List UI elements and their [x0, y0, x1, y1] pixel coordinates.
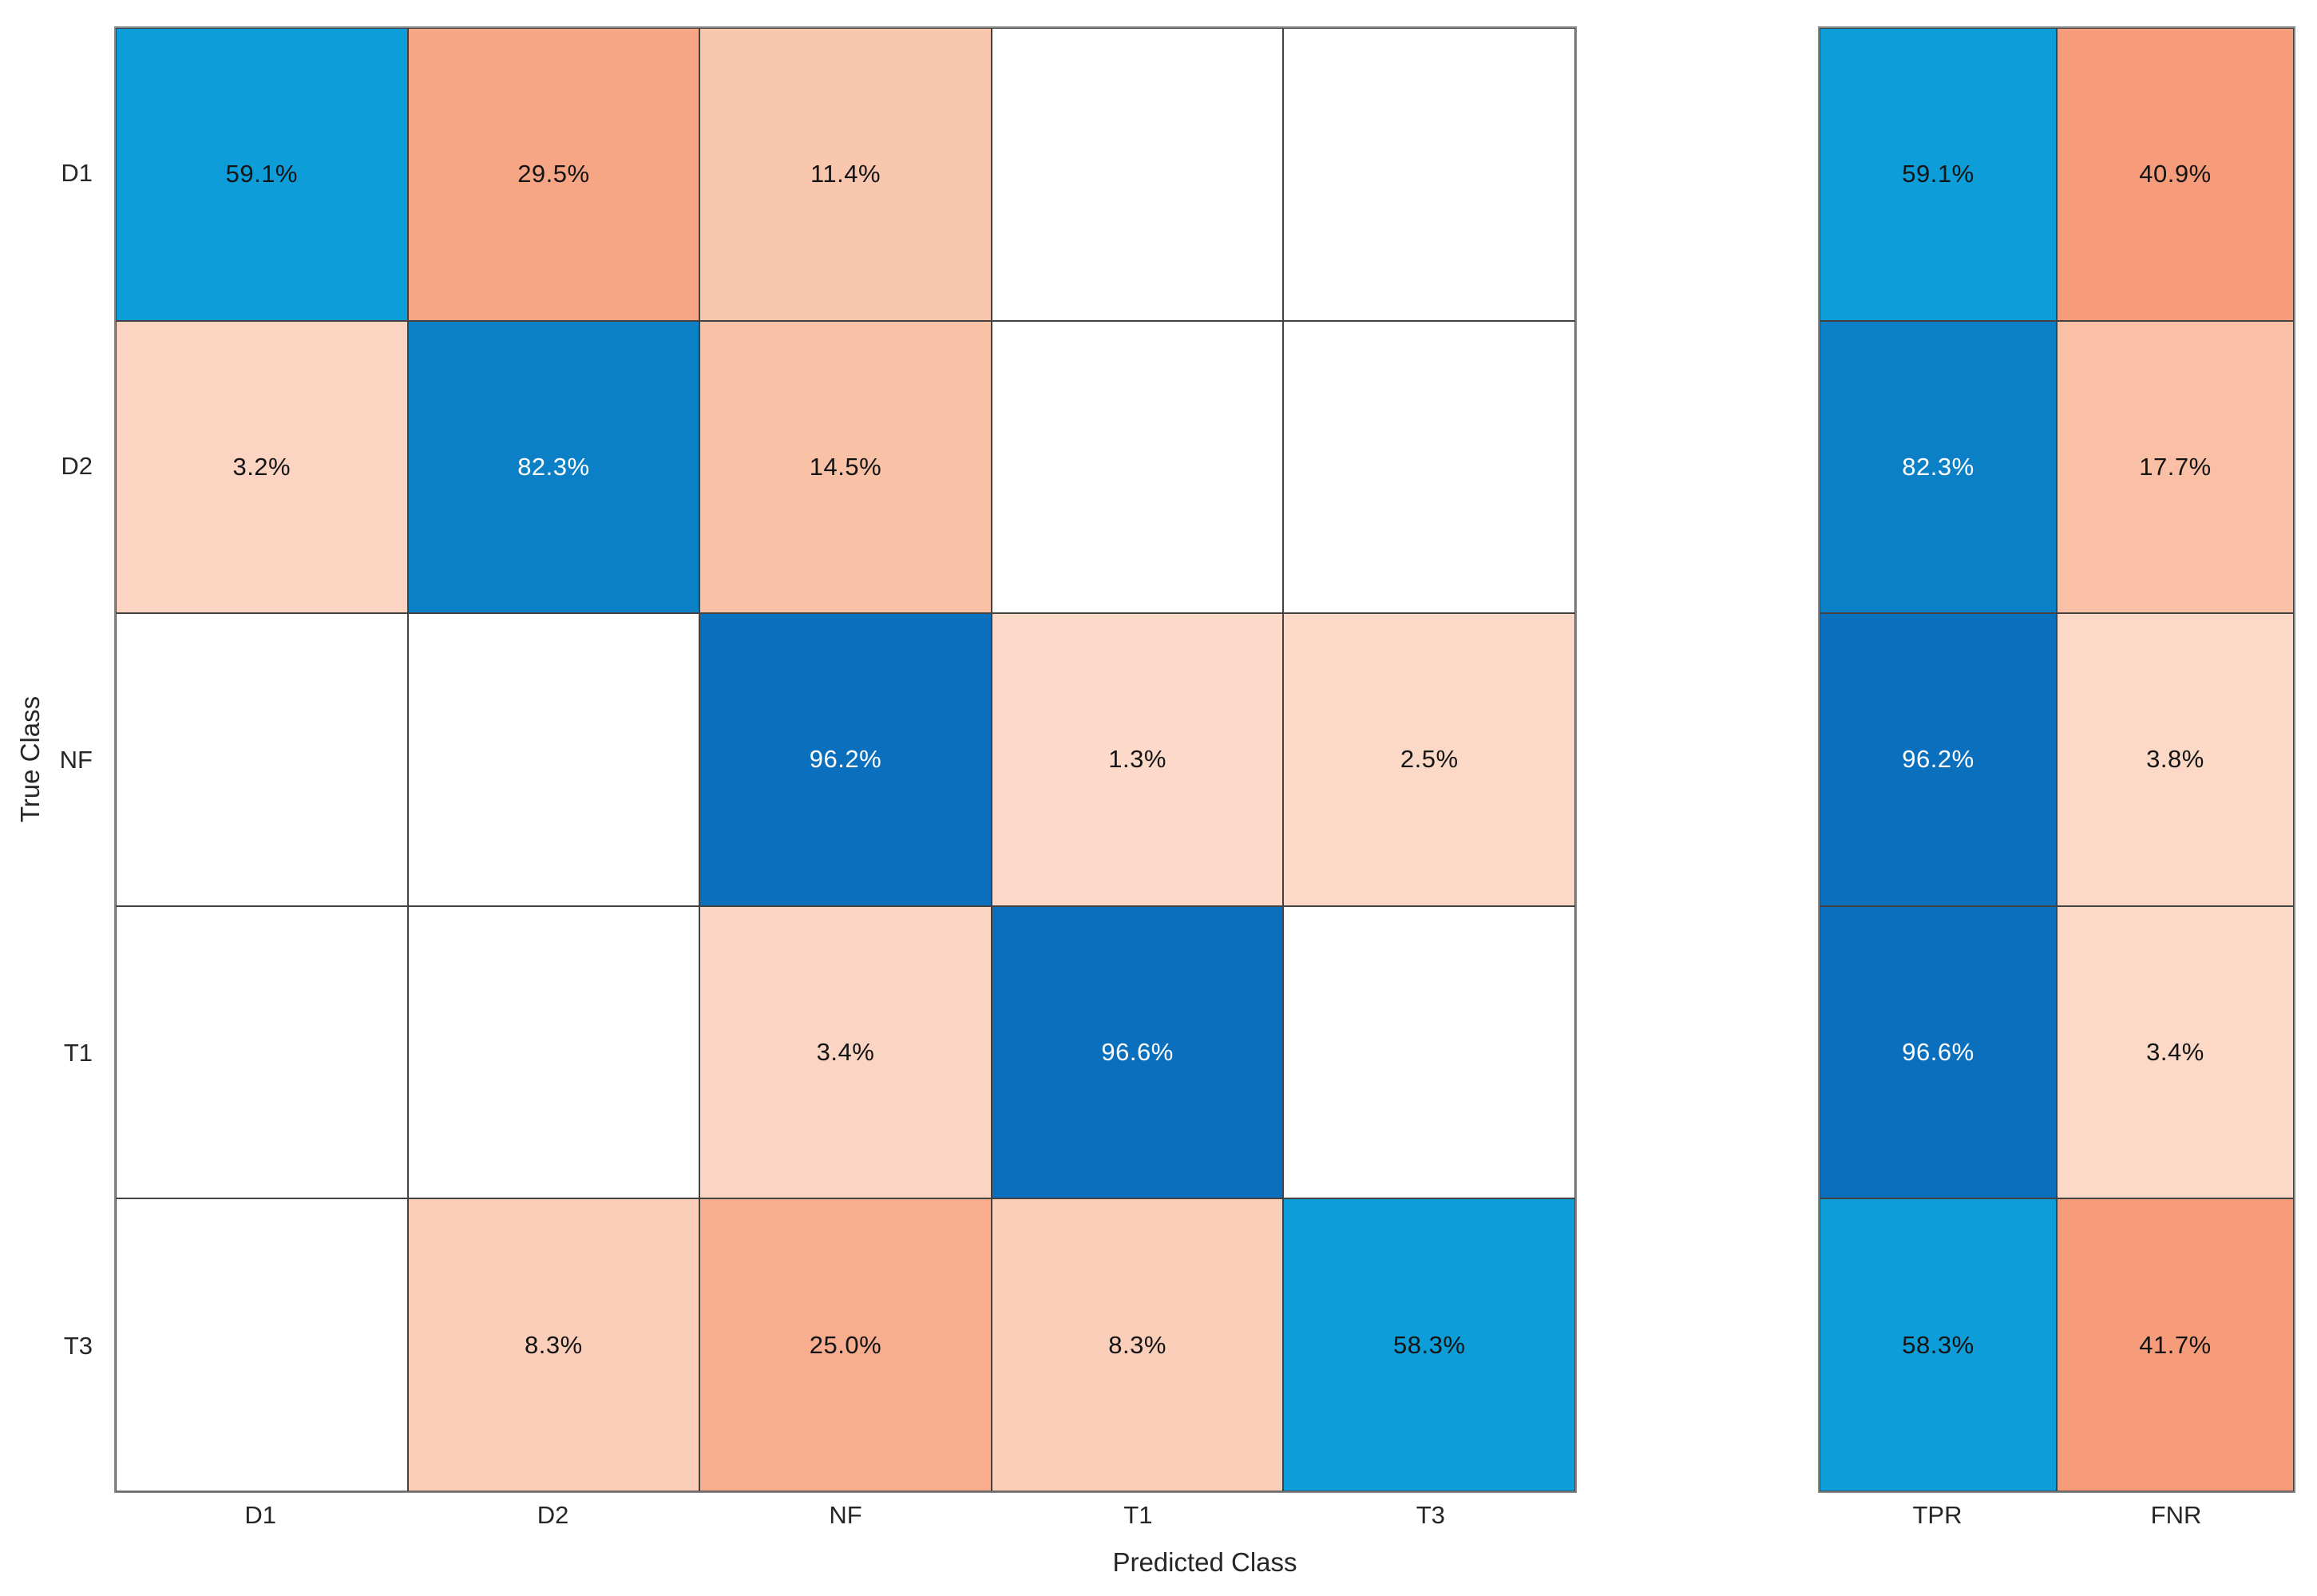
- matrix-cell: 82.3%: [407, 320, 700, 614]
- summary-tick-label: FNR: [2150, 1501, 2202, 1529]
- x-axis-label: Predicted Class: [1112, 1547, 1297, 1577]
- matrix-cell: 59.1%: [116, 28, 408, 321]
- summary-cell: 17.7%: [2057, 320, 2294, 614]
- matrix-cell: 11.4%: [699, 28, 992, 321]
- matrix-cell: 8.3%: [407, 1198, 700, 1491]
- y-tick-label: T1: [63, 1038, 93, 1067]
- summary-cell: 58.3%: [1820, 1198, 2057, 1491]
- matrix-cell: [991, 28, 1284, 321]
- matrix-cell: [1283, 320, 1575, 614]
- summary-cell: 96.6%: [1820, 905, 2057, 1199]
- x-axis-tick-labels: D1 D2 NF T1 T3: [114, 1501, 1577, 1538]
- summary-cell: 41.7%: [2057, 1198, 2294, 1491]
- summary-cell: 82.3%: [1820, 320, 2057, 614]
- matrix-cell: 58.3%: [1283, 1198, 1575, 1491]
- matrix-cell: [116, 1198, 408, 1491]
- summary-cell: 3.4%: [2057, 905, 2294, 1199]
- matrix-cell: 3.2%: [116, 320, 408, 614]
- matrix-cell: [1283, 28, 1575, 321]
- y-tick-label: T3: [63, 1332, 93, 1360]
- matrix-cell: 14.5%: [699, 320, 992, 614]
- summary-cell: 3.8%: [2057, 613, 2294, 906]
- matrix-cell: 1.3%: [991, 613, 1284, 906]
- matrix-cell: 25.0%: [699, 1198, 992, 1491]
- y-tick-label: D2: [61, 452, 93, 481]
- x-tick-label: T3: [1416, 1501, 1445, 1529]
- x-tick-label: T1: [1123, 1501, 1153, 1529]
- x-tick-label: D2: [537, 1501, 569, 1529]
- summary-tick-label: TPR: [1912, 1501, 1963, 1529]
- matrix-cell: 29.5%: [407, 28, 700, 321]
- matrix-cell: 2.5%: [1283, 613, 1575, 906]
- matrix-cell: [1283, 905, 1575, 1199]
- matrix-cell: 96.2%: [699, 613, 992, 906]
- summary-cell: 40.9%: [2057, 28, 2294, 321]
- matrix-cell: [407, 613, 700, 906]
- confusion-matrix-grid: 59.1% 29.5% 11.4% 3.2% 82.3% 14.5% 96.2% 1.3% 2.…: [114, 26, 1577, 1493]
- x-tick-label: NF: [829, 1501, 862, 1529]
- summary-cell: 59.1%: [1820, 28, 2057, 321]
- matrix-cell: 3.4%: [699, 905, 992, 1199]
- x-tick-label: D1: [244, 1501, 277, 1529]
- matrix-cell: [407, 905, 700, 1199]
- row-summary-grid: 59.1% 40.9% 82.3% 17.7% 96.2% 3.8% 96.6% 3.4% 58…: [1818, 26, 2295, 1493]
- summary-column-labels: TPR FNR: [1818, 1501, 2295, 1538]
- y-tick-label: NF: [59, 745, 93, 774]
- matrix-cell: [116, 613, 408, 906]
- matrix-cell: 96.6%: [991, 905, 1284, 1199]
- matrix-cell: 8.3%: [991, 1198, 1284, 1491]
- y-axis-tick-labels: D1 D2 NF T1 T3: [0, 26, 104, 1493]
- matrix-cell: [116, 905, 408, 1199]
- matrix-cell: [991, 320, 1284, 614]
- y-tick-label: D1: [61, 158, 93, 187]
- summary-cell: 96.2%: [1820, 613, 2057, 906]
